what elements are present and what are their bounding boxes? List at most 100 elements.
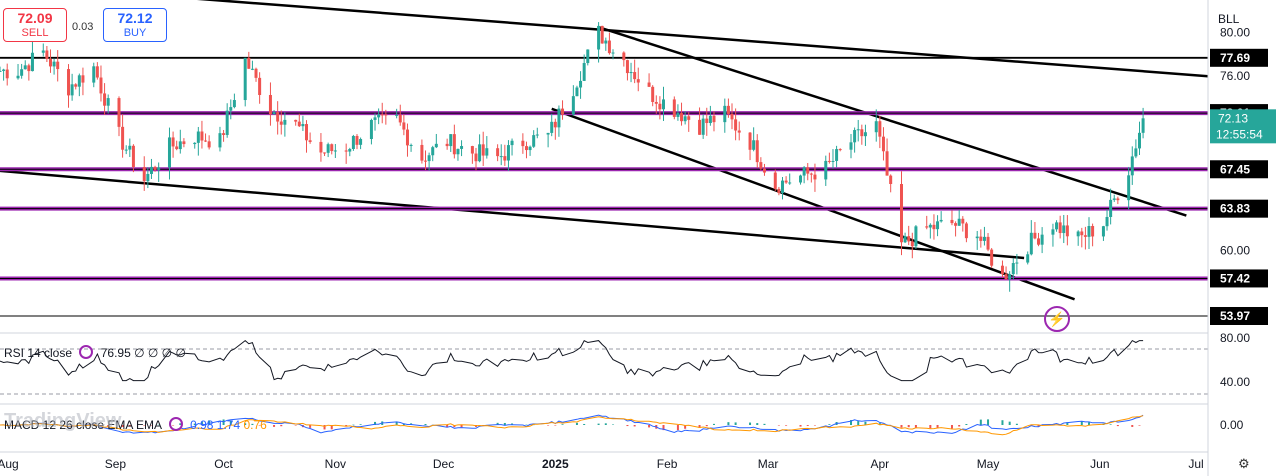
candle[interactable]: [532, 135, 536, 147]
gear-icon[interactable]: ⚙: [1238, 456, 1250, 471]
candle[interactable]: [1051, 229, 1055, 235]
candle[interactable]: [889, 175, 893, 185]
candle[interactable]: [1076, 231, 1080, 237]
candle[interactable]: [575, 87, 579, 97]
candle[interactable]: [359, 139, 363, 145]
candle[interactable]: [1141, 118, 1145, 133]
candle[interactable]: [535, 134, 539, 136]
candle[interactable]: [853, 130, 857, 143]
candle[interactable]: [809, 173, 813, 175]
candle[interactable]: [297, 121, 301, 127]
candle[interactable]: [975, 236, 979, 239]
trend-line[interactable]: [598, 26, 1187, 217]
candle[interactable]: [218, 133, 222, 148]
candle[interactable]: [229, 107, 233, 111]
candle[interactable]: [77, 75, 81, 87]
candle[interactable]: [914, 226, 918, 247]
candle[interactable]: [990, 249, 994, 266]
candle[interactable]: [402, 122, 406, 130]
candle[interactable]: [41, 50, 45, 53]
candle[interactable]: [323, 152, 327, 154]
candle[interactable]: [128, 145, 132, 150]
candle[interactable]: [146, 173, 150, 182]
candle[interactable]: [1083, 235, 1087, 237]
candle[interactable]: [153, 166, 157, 170]
candle[interactable]: [813, 174, 817, 180]
candle[interactable]: [268, 94, 272, 115]
candle[interactable]: [683, 116, 687, 122]
candle[interactable]: [193, 142, 197, 145]
candle[interactable]: [74, 84, 78, 87]
candle[interactable]: [1134, 148, 1138, 157]
candle[interactable]: [200, 131, 204, 141]
candle[interactable]: [56, 61, 60, 70]
candle[interactable]: [355, 135, 359, 145]
candle[interactable]: [23, 65, 27, 70]
candle[interactable]: [326, 144, 330, 153]
candle[interactable]: [708, 115, 712, 124]
candle[interactable]: [258, 77, 262, 95]
candle[interactable]: [301, 124, 305, 127]
candle[interactable]: [178, 141, 182, 150]
candle[interactable]: [777, 188, 781, 194]
candle[interactable]: [276, 112, 280, 122]
candle[interactable]: [124, 149, 128, 151]
candle[interactable]: [571, 96, 575, 115]
candle[interactable]: [863, 132, 867, 137]
candle[interactable]: [907, 236, 911, 242]
candle[interactable]: [470, 146, 474, 154]
candle[interactable]: [925, 226, 929, 228]
candle[interactable]: [705, 118, 709, 124]
candle[interactable]: [1101, 226, 1105, 237]
candle[interactable]: [503, 156, 507, 161]
candle[interactable]: [330, 144, 334, 152]
candle[interactable]: [478, 144, 482, 162]
candle[interactable]: [1015, 262, 1019, 264]
sell-button[interactable]: 72.09 SELL: [3, 8, 67, 42]
candle[interactable]: [611, 52, 615, 54]
candle[interactable]: [928, 224, 932, 228]
candle[interactable]: [885, 151, 889, 176]
candle[interactable]: [607, 40, 611, 54]
candle[interactable]: [1055, 222, 1059, 230]
candle[interactable]: [377, 114, 381, 118]
candle[interactable]: [0, 70, 2, 72]
candle[interactable]: [860, 129, 864, 137]
settings-circle-icon[interactable]: [79, 345, 94, 359]
candle[interactable]: [474, 153, 478, 162]
candle[interactable]: [802, 167, 806, 176]
candle[interactable]: [481, 144, 485, 156]
candle[interactable]: [225, 110, 229, 135]
candle[interactable]: [157, 167, 161, 170]
candle[interactable]: [521, 140, 525, 147]
candle[interactable]: [351, 135, 355, 149]
candle[interactable]: [70, 84, 74, 96]
candle[interactable]: [874, 121, 878, 133]
candle[interactable]: [27, 65, 31, 72]
macd-signal-line[interactable]: [0, 415, 1144, 436]
candle[interactable]: [824, 160, 828, 180]
candle[interactable]: [30, 52, 34, 72]
candle[interactable]: [1091, 226, 1095, 237]
candle[interactable]: [553, 121, 557, 128]
candle[interactable]: [405, 129, 409, 146]
candle[interactable]: [838, 149, 842, 151]
candle[interactable]: [849, 142, 853, 150]
trend-line[interactable]: [551, 107, 1076, 301]
candle[interactable]: [582, 63, 586, 81]
candle[interactable]: [175, 146, 179, 150]
candle[interactable]: [67, 69, 71, 96]
candle[interactable]: [283, 119, 287, 125]
candle[interactable]: [550, 121, 554, 133]
candle[interactable]: [232, 100, 236, 108]
candle[interactable]: [1112, 198, 1116, 200]
candle[interactable]: [348, 148, 352, 152]
candle[interactable]: [449, 134, 453, 147]
candle[interactable]: [672, 99, 676, 117]
candle[interactable]: [835, 149, 839, 161]
candle[interactable]: [881, 136, 885, 152]
candle[interactable]: [456, 148, 460, 155]
candle[interactable]: [247, 57, 251, 69]
candle[interactable]: [1011, 263, 1015, 275]
